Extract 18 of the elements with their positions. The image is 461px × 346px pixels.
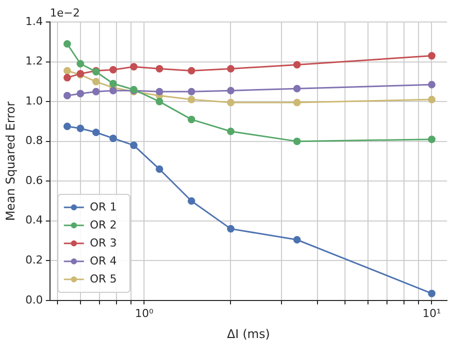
y-tick-label: 1.2	[25, 54, 43, 68]
x-tick-label: 10⁰	[134, 306, 154, 320]
y-tick-label: 1.0	[25, 94, 43, 108]
legend-label: OR 3	[90, 236, 117, 250]
x-axis-title: ΔI (ms)	[227, 326, 270, 341]
y-tick-label: 0.8	[25, 134, 43, 148]
legend-label: OR 1	[90, 200, 117, 214]
y-tick-label: 0.4	[25, 214, 43, 227]
legend-label: OR 5	[90, 272, 117, 286]
text: 1e−2	[50, 6, 80, 20]
y-axis-title: Mean Squared Error	[3, 101, 18, 221]
y-tick-label: 0.0	[25, 293, 43, 306]
y-tick-label: 0.6	[25, 174, 43, 187]
legend-label: OR 4	[90, 254, 117, 268]
x-tick-label: 10¹	[422, 306, 441, 320]
legend-label: OR 2	[90, 218, 117, 232]
y-tick-label: 0.2	[25, 253, 43, 266]
y-tick-label: 1.4	[25, 14, 43, 28]
